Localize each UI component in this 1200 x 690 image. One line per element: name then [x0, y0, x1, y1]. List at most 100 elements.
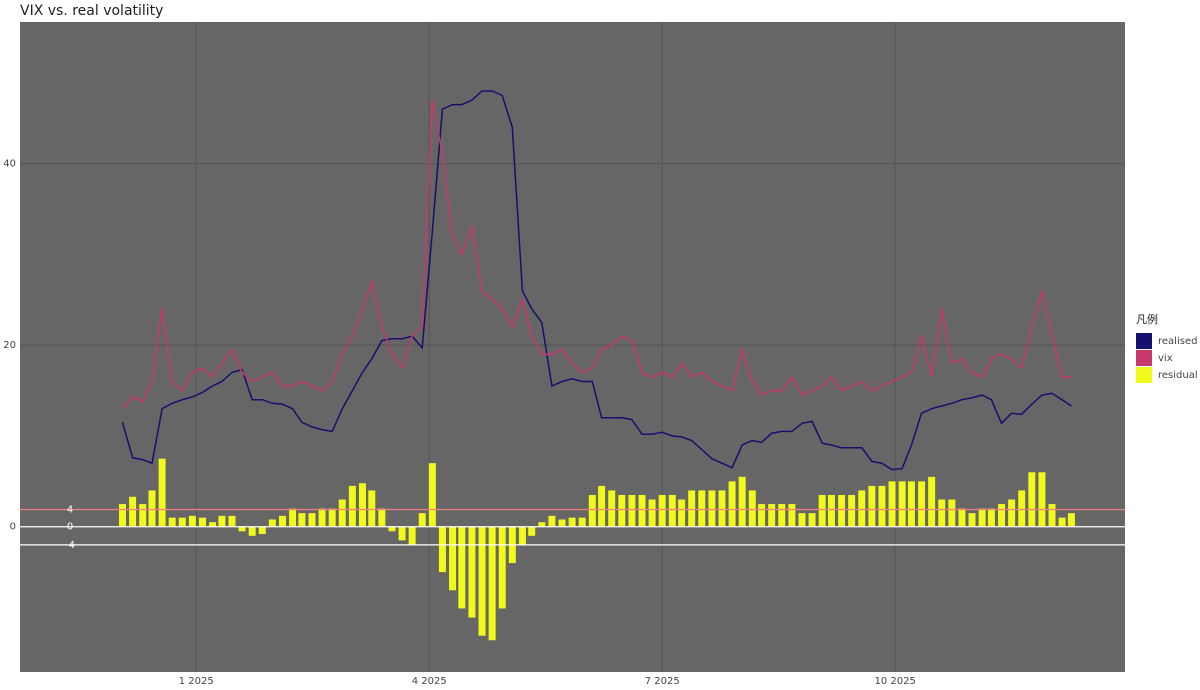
- x-tick-label: 1 2025: [179, 676, 214, 687]
- bar: [209, 522, 217, 527]
- bar: [827, 494, 835, 527]
- bar: [608, 490, 616, 527]
- bar: [228, 515, 236, 527]
- bar: [289, 508, 297, 527]
- bar: [318, 508, 326, 527]
- reference-label: 4: [67, 505, 73, 516]
- bar: [1067, 513, 1075, 527]
- bar: [438, 526, 446, 573]
- line: [121, 90, 1072, 471]
- x-tick-label: 4 2025: [412, 676, 447, 687]
- bar: [998, 504, 1006, 527]
- bar: [528, 526, 536, 536]
- bar: [648, 499, 656, 527]
- bar: [338, 499, 346, 527]
- bar: [248, 526, 256, 536]
- bar: [168, 517, 176, 527]
- x-tick-label: 10 2025: [874, 676, 915, 687]
- bar: [238, 526, 246, 532]
- bar: [618, 494, 626, 527]
- bar: [818, 494, 826, 527]
- bar: [139, 504, 147, 527]
- bar: [298, 513, 306, 527]
- bar: [458, 526, 466, 609]
- legend-label: vix: [1158, 353, 1173, 364]
- legend-label: realised: [1158, 336, 1197, 347]
- bar: [698, 490, 706, 527]
- bar: [808, 513, 816, 527]
- bar: [368, 490, 376, 527]
- bar: [768, 504, 776, 527]
- bar: [708, 490, 716, 527]
- bar: [628, 494, 636, 527]
- bar: [778, 504, 786, 527]
- bar: [308, 513, 316, 527]
- plot-background: [20, 22, 1125, 672]
- bar: [1058, 517, 1066, 527]
- chart-title: VIX vs. real volatility: [20, 3, 163, 19]
- bar: [218, 515, 226, 527]
- bar: [758, 504, 766, 527]
- bar: [348, 485, 356, 527]
- bar: [548, 515, 556, 527]
- bar: [858, 490, 866, 527]
- bar: [598, 485, 606, 527]
- bar: [668, 494, 676, 527]
- bar: [1028, 472, 1036, 527]
- bar: [918, 481, 926, 527]
- bar: [678, 499, 686, 527]
- reference-label: 0: [67, 522, 73, 533]
- bar: [788, 504, 796, 527]
- bar: [958, 508, 966, 527]
- bar: [978, 508, 986, 527]
- legend-title: 凡例: [1136, 312, 1158, 326]
- legend-label: residual: [1158, 370, 1198, 381]
- bar: [738, 476, 746, 527]
- bar: [268, 519, 276, 527]
- bar: [888, 481, 896, 527]
- bar: [378, 508, 386, 527]
- reference-label: -4: [65, 540, 75, 551]
- legend-swatch: [1136, 333, 1152, 349]
- bar: [278, 515, 286, 527]
- bar: [178, 517, 186, 527]
- bar: [478, 526, 486, 636]
- bar: [848, 494, 856, 527]
- bar: [129, 496, 137, 527]
- bar: [798, 513, 806, 527]
- y-tick-label: 20: [3, 340, 16, 351]
- line: [121, 99, 1072, 410]
- bar: [718, 490, 726, 527]
- bar: [748, 490, 756, 527]
- bar: [938, 499, 946, 527]
- legend-swatch: [1136, 350, 1152, 366]
- bar: [468, 526, 476, 618]
- bar: [1038, 472, 1046, 527]
- y-tick-label: 40: [3, 159, 16, 170]
- bar: [838, 494, 846, 527]
- bar: [398, 526, 406, 541]
- bar: [498, 526, 506, 609]
- bar: [907, 481, 915, 527]
- bar: [658, 494, 666, 527]
- bar: [987, 508, 995, 527]
- bar: [688, 490, 696, 527]
- bar: [198, 517, 206, 527]
- bar: [878, 485, 886, 527]
- bar: [568, 517, 576, 527]
- bar: [328, 508, 336, 527]
- bar: [638, 494, 646, 527]
- bar: [258, 526, 266, 535]
- bar: [518, 526, 526, 545]
- bar: [428, 463, 436, 527]
- legend-swatch: [1136, 367, 1152, 383]
- bar: [119, 504, 127, 527]
- bar: [898, 481, 906, 527]
- bar: [948, 499, 956, 527]
- bar: [449, 526, 457, 591]
- bar: [158, 458, 166, 527]
- bar: [558, 519, 566, 527]
- bar: [1048, 504, 1056, 527]
- bar: [418, 513, 426, 527]
